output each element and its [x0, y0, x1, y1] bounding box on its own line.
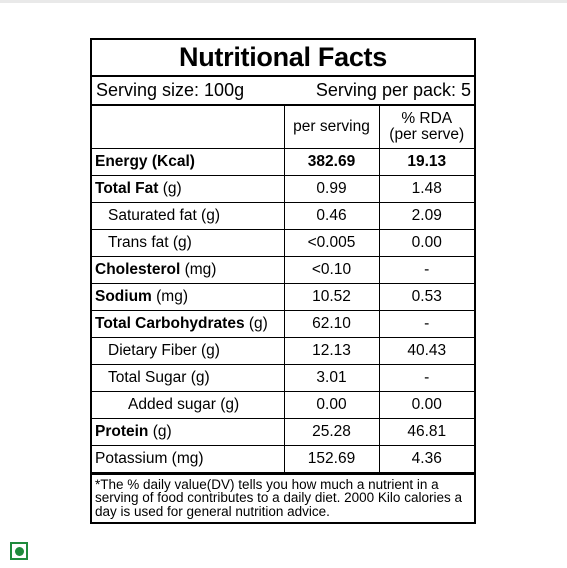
- rda-value: -: [378, 255, 474, 284]
- nutrient-name: Sodium (mg): [92, 282, 285, 311]
- serving-size: Serving size: 100g: [96, 80, 245, 100]
- per-serving-value: 382.69: [283, 147, 380, 176]
- per-serving-value: 25.28: [283, 417, 380, 446]
- label-title: Nutritional Facts: [92, 40, 474, 77]
- nutrient-unit: (g): [244, 314, 268, 332]
- nutrient-unit: (mg): [151, 287, 189, 305]
- rda-value: 4.36: [378, 444, 474, 473]
- table-header-row: per serving % RDA (per serve): [92, 106, 474, 149]
- serving-per-pack: Serving per pack: 5: [315, 80, 471, 100]
- nutrition-table: per serving % RDA (per serve) Energy (Kc…: [92, 106, 474, 473]
- rda-value: 0.00: [378, 228, 474, 257]
- table-row: Total Fat (g) 0.99 1.48: [92, 174, 474, 203]
- per-serving-value: 12.13: [283, 336, 380, 365]
- rda-value: -: [378, 363, 474, 392]
- table-row: Cholesterol (mg) <0.10 -: [92, 255, 474, 284]
- rda-value: -: [378, 309, 474, 338]
- rda-value: 2.09: [378, 201, 474, 230]
- nutrient-unit: (g): [158, 179, 182, 197]
- table-row: Saturated fat (g) 0.46 2.09: [92, 201, 474, 230]
- table-row: Potassium (mg) 152.69 4.36: [92, 444, 474, 473]
- table-row: Total Carbohydrates (g) 62.10 -: [92, 309, 474, 338]
- nutrient-label: Cholesterol: [95, 260, 181, 278]
- header-rda-line1: % RDA: [401, 109, 453, 127]
- table-row: Energy (Kcal) 382.69 19.13: [92, 147, 474, 176]
- header-per-serving: per serving: [283, 106, 380, 149]
- nutrient-label: Protein: [95, 422, 149, 440]
- per-serving-value: <0.10: [283, 255, 380, 284]
- per-serving-value: 0.00: [283, 390, 380, 419]
- nutrient-unit: (mg): [180, 260, 217, 278]
- per-serving-value: <0.005: [283, 228, 380, 257]
- rda-value: 0.00: [378, 390, 474, 419]
- nutrient-name: Trans fat (g): [92, 228, 285, 257]
- header-rda: % RDA (per serve): [378, 106, 474, 149]
- nutrient-label: Sodium: [95, 287, 152, 305]
- veg-dot: [14, 546, 24, 556]
- nutrient-name: Energy (Kcal): [92, 147, 285, 176]
- header-nutrient: [92, 106, 285, 149]
- serving-info: Serving size: 100g Serving per pack: 5: [92, 77, 474, 106]
- table-row: Sodium (mg) 10.52 0.53: [92, 282, 474, 311]
- rda-value: 19.13: [378, 147, 474, 176]
- table-row: Protein (g) 25.28 46.81: [92, 417, 474, 446]
- per-serving-value: 0.46: [283, 201, 380, 230]
- table-row: Dietary Fiber (g) 12.13 40.43: [92, 336, 474, 365]
- nutrient-name: Total Sugar (g): [92, 363, 285, 392]
- rda-value: 1.48: [378, 174, 474, 203]
- table-row: Added sugar (g) 0.00 0.00: [92, 390, 474, 419]
- header-rda-line2: (per serve): [389, 125, 465, 143]
- nutrient-label: Total Fat: [95, 179, 159, 197]
- per-serving-value: 10.52: [283, 282, 380, 311]
- nutrient-name: Added sugar (g): [92, 390, 285, 419]
- nutrition-label: Nutritional Facts Serving size: 100g Ser…: [90, 38, 476, 524]
- per-serving-value: 0.99: [283, 174, 380, 203]
- nutrient-label: Energy: [95, 152, 148, 170]
- footnote: *The % daily value(DV) tells you how muc…: [92, 472, 474, 523]
- nutrient-label: Total Carbohydrates: [95, 314, 245, 332]
- nutrient-unit: (Kcal): [147, 152, 195, 170]
- rda-value: 0.53: [378, 282, 474, 311]
- nutrient-name: Dietary Fiber (g): [92, 336, 285, 365]
- nutrient-name: Protein (g): [92, 417, 285, 446]
- per-serving-value: 3.01: [283, 363, 380, 392]
- rda-value: 40.43: [378, 336, 474, 365]
- nutrient-name: Saturated fat (g): [92, 201, 285, 230]
- nutrient-name: Total Carbohydrates (g): [92, 309, 285, 338]
- rda-value: 46.81: [378, 417, 474, 446]
- table-row: Trans fat (g) <0.005 0.00: [92, 228, 474, 257]
- top-divider: [0, 0, 567, 3]
- table-row: Total Sugar (g) 3.01 -: [92, 363, 474, 392]
- nutrient-unit: (g): [148, 422, 172, 440]
- veg-mark-icon: [10, 542, 28, 560]
- nutrient-name: Cholesterol (mg): [92, 255, 285, 284]
- per-serving-value: 152.69: [283, 444, 380, 473]
- nutrient-name: Potassium (mg): [92, 444, 285, 473]
- nutrient-name: Total Fat (g): [92, 174, 285, 203]
- per-serving-value: 62.10: [283, 309, 380, 338]
